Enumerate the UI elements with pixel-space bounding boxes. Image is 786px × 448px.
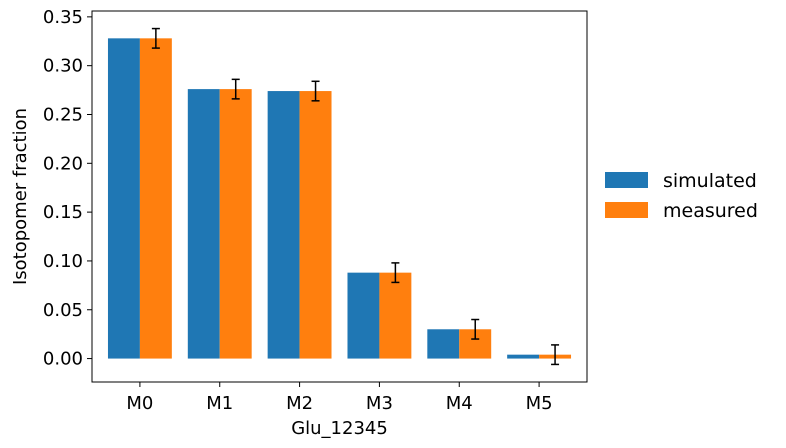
x-tick-label: M3 [366,393,393,414]
error-bar-M4 [471,318,480,340]
x-axis-ticks: M0 M1 M2 M3 M4 M5 [126,382,553,414]
y-tick-label: 0.25 [43,104,83,125]
x-tick-label: M4 [446,393,473,414]
legend: simulated measured [605,170,758,222]
bar-simulated-M0 [107,38,140,359]
y-tick-label: 0.35 [43,7,83,28]
bar-simulated-M5 [507,354,540,359]
x-tick-label: M0 [126,393,153,414]
legend-swatch-measured [605,202,648,218]
error-bar-M2 [311,80,320,102]
legend-label-simulated: simulated [663,170,757,192]
y-tick-label: 0.20 [43,153,83,174]
y-tick-label: 0.10 [43,251,83,272]
bar-simulated-M4 [427,329,460,359]
bar-measured-M1 [219,89,252,359]
y-tick-label: 0.30 [43,56,83,77]
bar-simulated-M3 [347,272,380,359]
y-axis-label: Isotopomer fraction [10,108,31,285]
x-tick-label: M5 [526,393,553,414]
bars-group [107,38,572,359]
error-bars-group [151,27,560,366]
bar-measured-M3 [379,272,412,359]
bar-simulated-M1 [187,89,220,359]
error-bar-M1 [231,78,240,100]
y-tick-label: 0.00 [43,349,83,370]
x-tick-label: M2 [286,393,313,414]
error-bar-M0 [151,27,160,49]
bar-measured-M0 [139,38,172,359]
error-bar-M3 [391,262,400,284]
y-tick-label: 0.15 [43,202,83,223]
legend-swatch-simulated [605,172,648,188]
x-tick-label: M1 [206,393,233,414]
error-bar-M5 [551,344,560,366]
y-tick-label: 0.05 [43,300,83,321]
y-axis-ticks: 0.00 0.05 0.10 0.15 0.20 0.25 0.30 0.35 [43,7,92,370]
bar-simulated-M2 [267,91,300,359]
plot-area-frame [91,10,588,383]
bar-measured-M2 [299,91,332,359]
legend-label-measured: measured [663,200,758,222]
x-axis-label: Glu_12345 [291,418,388,439]
